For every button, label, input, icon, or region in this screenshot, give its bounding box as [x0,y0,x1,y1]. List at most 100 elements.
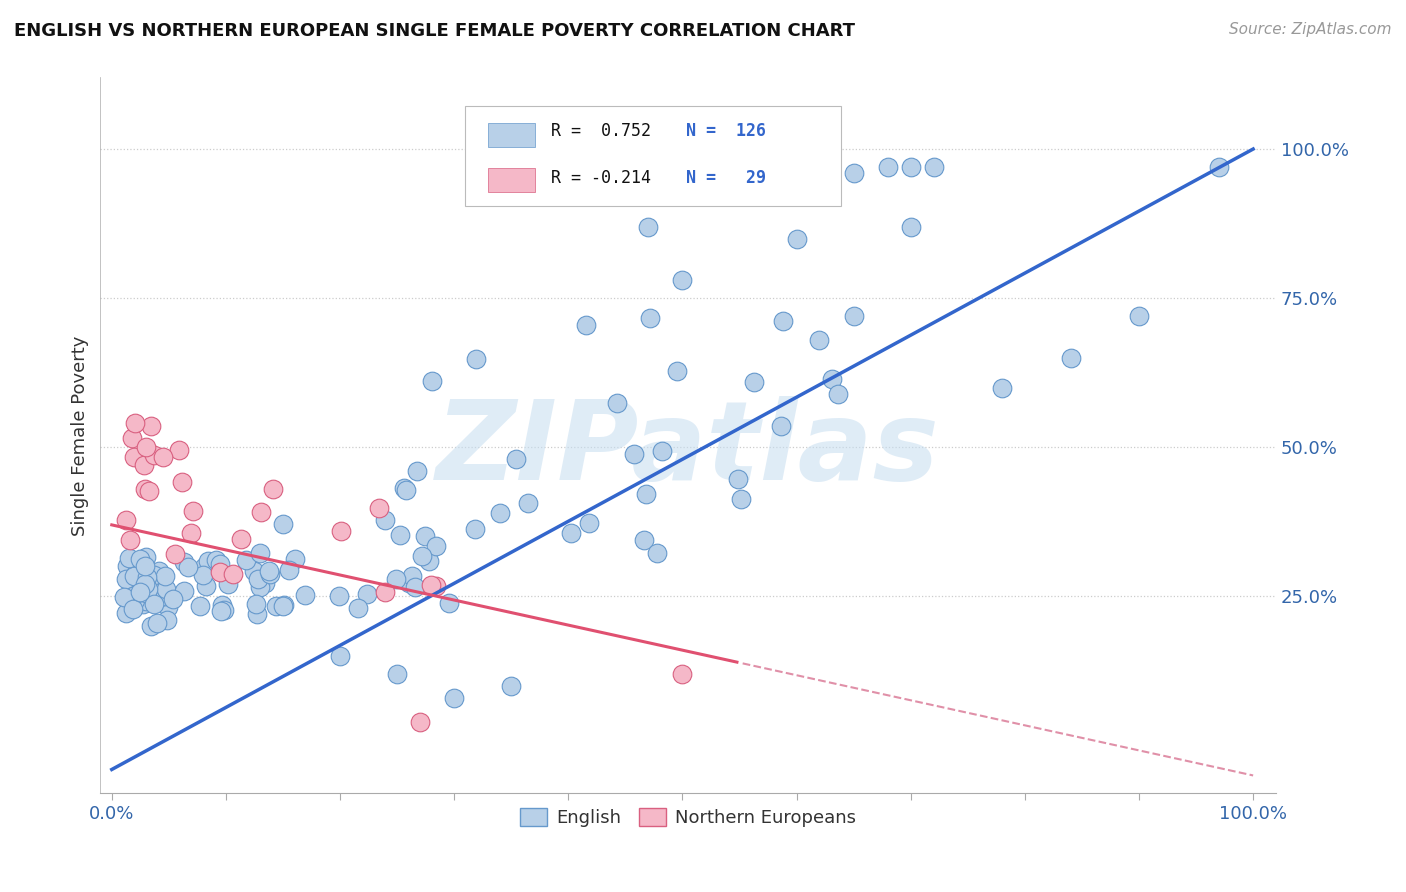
Point [214,603,236,617]
Bar [488,122,536,147]
Point [264,599,287,613]
Point [146,615,169,630]
Point [155,582,177,596]
Point [149,590,172,604]
Point [443,690,465,705]
Point [115,572,138,586]
Point [273,599,295,613]
Point [143,449,166,463]
Point [249,505,271,519]
Point [122,568,145,582]
Point [575,318,598,332]
Point [347,600,370,615]
Point [129,551,152,566]
Point [385,667,408,681]
Point [121,602,143,616]
Point [253,576,276,591]
Point [922,160,945,174]
Point [392,481,415,495]
Point [205,553,228,567]
Text: N =  126: N = 126 [686,122,766,140]
Point [170,475,193,489]
Point [222,567,245,582]
Point [180,525,202,540]
Point [633,533,655,548]
Point [132,574,155,588]
Point [727,472,749,486]
Legend: English, Northern Europeans: English, Northern Europeans [513,801,863,834]
Point [877,160,900,174]
Point [413,529,436,543]
Point [121,431,143,445]
Point [136,582,159,596]
FancyBboxPatch shape [465,106,841,206]
Point [246,572,269,586]
Point [143,567,166,582]
Point [991,381,1014,395]
Point [135,586,157,600]
Point [368,501,391,516]
Point [328,590,350,604]
Point [398,576,420,591]
Point [173,583,195,598]
Point [1128,309,1150,323]
Point [181,504,204,518]
Point [136,570,159,584]
Point [231,533,253,547]
Point [730,492,752,507]
Point [637,219,659,234]
Point [820,371,842,385]
Point [329,524,352,538]
Point [374,584,396,599]
Point [153,589,176,603]
Bar [488,168,536,192]
Point [772,314,794,328]
Point [194,579,217,593]
Point [128,585,150,599]
Point [208,558,231,572]
Point [155,613,177,627]
Point [118,533,141,547]
Point [425,539,447,553]
Point [138,483,160,498]
Point [208,565,231,579]
Point [122,589,145,603]
Point [156,599,179,614]
Point [191,568,214,582]
Point [142,597,165,611]
Point [808,333,831,347]
Point [769,418,792,433]
Text: R =  0.752: R = 0.752 [551,122,651,140]
Text: ZIPatlas: ZIPatlas [436,396,941,503]
Point [623,447,645,461]
Point [167,442,190,457]
Point [135,550,157,565]
Point [409,714,432,729]
Text: Source: ZipAtlas.com: Source: ZipAtlas.com [1229,22,1392,37]
Point [124,592,146,607]
Point [650,444,672,458]
Point [404,580,426,594]
Point [124,417,146,431]
Point [173,555,195,569]
Point [406,464,429,478]
Point [135,440,157,454]
Point [271,517,294,532]
Point [235,553,257,567]
Point [329,649,352,664]
Point [134,482,156,496]
Point [246,607,269,621]
Point [193,560,215,574]
Point [136,587,159,601]
Point [1059,351,1081,365]
Point [842,309,865,323]
Point [262,482,284,496]
Point [165,547,187,561]
Point [808,160,831,174]
Y-axis label: Single Female Poverty: Single Female Poverty [72,335,89,535]
Point [742,375,765,389]
Point [501,679,523,693]
Point [294,588,316,602]
Point [135,594,157,608]
Point [418,554,440,568]
